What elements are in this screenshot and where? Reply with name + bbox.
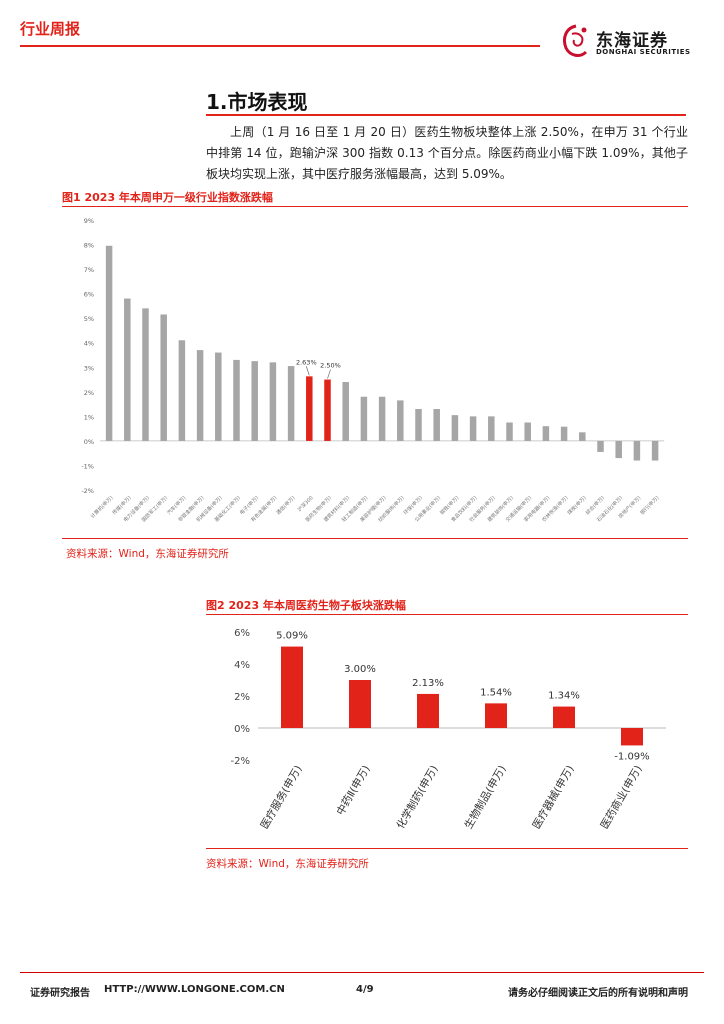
bar <box>488 416 495 441</box>
bar <box>178 340 186 441</box>
pharma-subsector-chart: 6% 4% 2% 0% -2% 5.09% 医疗服务(申万) 3.00% 中药Ⅱ(申万) 2.13… <box>231 628 666 831</box>
y-tick-label: 9% <box>84 217 94 225</box>
figure1-top-rule <box>62 206 688 207</box>
bar <box>597 440 604 452</box>
data-label: 2.63% <box>296 358 317 366</box>
y-tick-label: 0% <box>234 724 250 735</box>
y-tick-label: 6% <box>84 291 94 299</box>
bar <box>196 350 204 441</box>
bar <box>417 693 439 728</box>
y-tick-label: 1% <box>84 413 94 421</box>
x-tick-label: 生物制品(申万) <box>462 763 509 831</box>
header-divider <box>20 45 540 47</box>
y-tick-label: 3% <box>84 364 94 372</box>
market-summary-paragraph: 上周（1 月 16 日至 1 月 20 日）医药生物板块整体上涨 2.50%，在… <box>206 125 688 181</box>
data-label: 2.50% <box>320 362 341 370</box>
x-tick-label: 通信(申万) <box>275 494 297 516</box>
bar <box>451 415 459 441</box>
bar <box>306 376 313 441</box>
bar <box>378 396 386 441</box>
data-label-leader <box>327 369 331 379</box>
data-label-leader <box>306 366 310 376</box>
bar <box>485 703 507 728</box>
logo-english-text: DONGHAI SECURITIES <box>596 48 691 56</box>
data-label: -1.09% <box>614 751 649 762</box>
x-tick-label: 医疗服务(申万) <box>258 763 305 831</box>
section-title: 1.市场表现 <box>206 90 308 114</box>
x-tick-label: 化学制药(申万) <box>394 763 441 831</box>
figure2-title: 图2 2023 年本周医药生物子板块涨跌幅 <box>206 599 406 612</box>
bar <box>105 245 113 441</box>
bar <box>615 440 622 459</box>
y-tick-label: 2% <box>84 389 94 397</box>
y-tick-label: 4% <box>234 660 250 671</box>
bar <box>160 314 167 441</box>
bar <box>542 426 550 441</box>
bar <box>633 440 641 461</box>
footer-website-link[interactable]: HTTP://WWW.LONGONE.COM.CN <box>104 984 285 995</box>
bar <box>349 680 371 728</box>
bar <box>287 366 295 441</box>
footer-report-label: 证券研究报告 <box>30 988 90 999</box>
data-label: 2.13% <box>412 678 444 689</box>
bar <box>415 409 422 441</box>
y-tick-label: 0% <box>84 438 94 446</box>
data-label: 3.00% <box>344 664 376 675</box>
y-tick-label: 8% <box>84 242 94 250</box>
logo-chinese-text: 东海证券 <box>596 31 668 51</box>
page-number: 4/9 <box>356 984 374 995</box>
bar <box>251 361 258 441</box>
footer-divider <box>20 972 704 973</box>
bar <box>124 298 131 441</box>
bar <box>621 728 643 746</box>
bar <box>651 440 659 461</box>
bar <box>524 422 531 441</box>
figure1-title: 图1 2023 年本周申万一级行业指数涨跌幅 <box>62 191 273 204</box>
data-label: 1.34% <box>548 691 580 702</box>
data-label: 1.54% <box>480 687 512 698</box>
figure2-top-rule <box>206 614 688 615</box>
bar <box>281 646 303 728</box>
figure1-source: 资料来源：Wind，东海证券研究所 <box>66 548 229 560</box>
bar <box>360 396 368 441</box>
figure2-bottom-rule <box>206 848 688 849</box>
x-tick-label: 银行(申万) <box>639 494 661 516</box>
y-tick-label: 2% <box>234 692 250 703</box>
bar <box>579 432 586 441</box>
report-type-label: 行业周报 <box>20 20 81 38</box>
y-tick-label: -2% <box>231 756 250 767</box>
bar <box>342 382 349 441</box>
bar <box>233 359 240 441</box>
y-tick-label: -1% <box>81 462 94 470</box>
figure1-bottom-rule <box>62 538 688 539</box>
figure2-source: 资料来源：Wind，东海证券研究所 <box>206 858 369 870</box>
x-tick-label: 中药Ⅱ(申万) <box>334 763 373 817</box>
x-tick-label: 计算机(申万) <box>89 494 114 519</box>
bar <box>269 362 277 441</box>
y-tick-label: 5% <box>84 315 94 323</box>
footer-disclaimer: 请务必仔细阅读正文后的所有说明和声明 <box>508 988 688 999</box>
bar <box>506 422 513 441</box>
bar <box>433 409 440 441</box>
bar <box>469 416 477 441</box>
y-tick-label: -2% <box>81 487 94 495</box>
bar <box>215 352 222 441</box>
y-tick-label: 4% <box>84 340 94 348</box>
y-tick-label: 6% <box>234 628 250 639</box>
x-tick-label: 医药商业(申万) <box>598 763 645 831</box>
industry-returns-chart: 9%8%7%6%5%4%3%2%1%0%-1%-2%计算机(申万)传媒(申万)电… <box>81 217 665 523</box>
x-tick-label: 沪深300 <box>296 494 315 513</box>
bar <box>397 400 404 441</box>
bar <box>553 706 575 728</box>
y-tick-label: 7% <box>84 266 94 274</box>
x-tick-label: 医疗器械(申万) <box>530 763 577 831</box>
company-logo: 东海证券 DONGHAI SECURITIES <box>558 22 708 62</box>
bar <box>560 426 568 441</box>
bar <box>142 308 149 441</box>
dragon-logo-icon <box>562 24 588 57</box>
bar <box>324 379 331 441</box>
section-divider <box>206 114 686 116</box>
data-label: 5.09% <box>276 631 308 642</box>
